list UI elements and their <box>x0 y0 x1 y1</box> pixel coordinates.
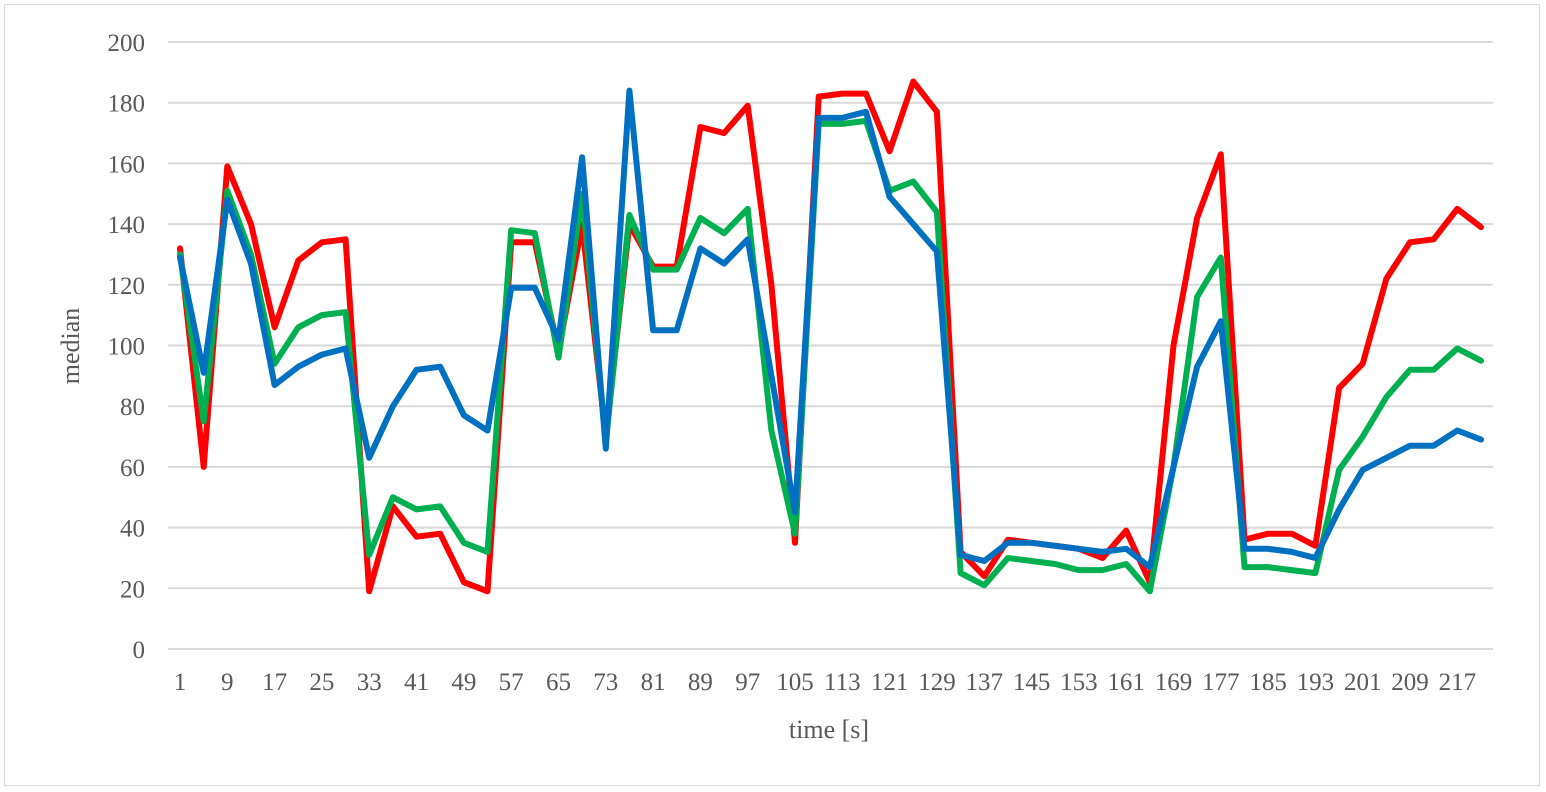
y-tick-label: 40 <box>120 516 145 543</box>
series-lines <box>177 78 1484 595</box>
y-tick-label: 60 <box>120 455 145 482</box>
x-tick-label: 169 <box>1155 669 1193 696</box>
x-tick-label: 129 <box>918 669 956 696</box>
x-tick-label: 49 <box>451 669 476 696</box>
series-line-3 <box>177 87 1484 571</box>
y-tick-label: 120 <box>108 273 146 300</box>
x-tick-label: 145 <box>1013 669 1051 696</box>
x-tick-label: 81 <box>641 669 666 696</box>
x-tick-label: 121 <box>871 669 909 696</box>
x-tick-label: 33 <box>357 669 382 696</box>
y-tick-label: 100 <box>108 334 146 361</box>
x-tick-label: 97 <box>735 669 760 696</box>
y-tick-label: 180 <box>108 91 146 118</box>
y-tick-label: 80 <box>120 394 145 421</box>
y-axis-title: median <box>56 308 85 385</box>
x-tick-label: 105 <box>776 669 814 696</box>
y-tick-label: 20 <box>120 576 145 603</box>
x-tick-label: 9 <box>221 669 234 696</box>
x-axis-title: time [s] <box>789 715 869 744</box>
x-tick-label: 17 <box>262 669 287 696</box>
x-tick-label: 177 <box>1202 669 1240 696</box>
x-tick-label: 57 <box>499 669 524 696</box>
y-tick-label: 0 <box>133 637 146 664</box>
x-tick-label: 201 <box>1344 669 1382 696</box>
gridlines <box>168 41 1493 650</box>
y-tick-label: 200 <box>108 30 146 57</box>
y-axis-ticks: 0 20 40 60 80 100 120 140 160 180 200 <box>108 30 146 664</box>
x-tick-label: 1 <box>174 669 187 696</box>
series-line-1 <box>177 78 1484 595</box>
x-tick-label: 89 <box>688 669 713 696</box>
x-tick-label: 41 <box>404 669 429 696</box>
x-tick-label: 193 <box>1297 669 1335 696</box>
y-tick-label: 140 <box>108 212 146 239</box>
x-tick-label: 185 <box>1249 669 1287 696</box>
x-tick-label: 73 <box>593 669 618 696</box>
x-tick-label: 25 <box>309 669 334 696</box>
x-tick-label: 113 <box>824 669 861 696</box>
series-line-2 <box>177 117 1484 595</box>
x-tick-label: 217 <box>1439 669 1477 696</box>
y-tick-label: 160 <box>108 151 146 178</box>
x-tick-label: 161 <box>1107 669 1145 696</box>
x-tick-label: 209 <box>1391 669 1429 696</box>
x-tick-label: 153 <box>1060 669 1098 696</box>
x-axis-ticks: 1 9 17 25 33 41 49 57 65 73 81 89 97 105 113 121 129 137 1… <box>174 669 1476 696</box>
x-tick-label: 137 <box>966 669 1004 696</box>
x-tick-label: 65 <box>546 669 571 696</box>
